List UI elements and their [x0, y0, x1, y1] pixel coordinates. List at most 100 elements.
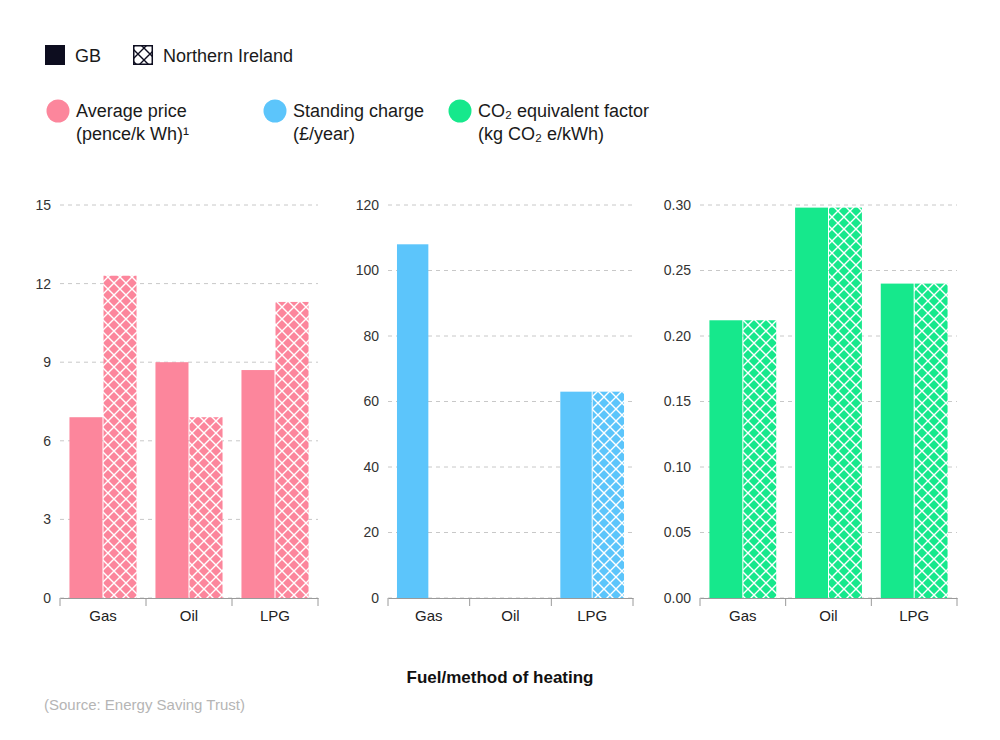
- y-tick-label: 15: [35, 197, 51, 213]
- legend-swatch: [46, 46, 65, 65]
- grid: [60, 205, 318, 598]
- grid-line: [388, 205, 633, 206]
- x-tick-label: Oil: [819, 607, 837, 624]
- x-tick: LPG: [577, 598, 607, 624]
- legend-label: Northern Ireland: [163, 46, 293, 66]
- x-tick: Oil: [180, 598, 198, 624]
- legend-swatch: [134, 46, 153, 65]
- y-tick: 12: [35, 276, 60, 292]
- bars: [397, 244, 624, 598]
- bar: [155, 362, 188, 598]
- y-tick-label: 12: [35, 276, 51, 292]
- bars: [69, 276, 308, 598]
- bar: [397, 244, 428, 598]
- x-separator: [551, 598, 552, 606]
- y-tick-label: 80: [363, 328, 379, 344]
- x-separator: [232, 598, 233, 606]
- y-tick-label: 0.20: [664, 328, 691, 344]
- x-separator: [957, 598, 958, 606]
- x-tick-label: Gas: [89, 607, 117, 624]
- x-tick: Gas: [89, 598, 117, 624]
- x-axis: Gas Oil LPG: [388, 598, 634, 624]
- x-separator: [633, 598, 634, 606]
- bar: [795, 208, 828, 598]
- y-tick: 0.15: [664, 393, 700, 409]
- y-tick-label: 0.15: [664, 393, 691, 409]
- x-tick: Oil: [501, 598, 519, 624]
- y-tick-label: 100: [356, 262, 380, 278]
- x-tick: Oil: [819, 598, 837, 624]
- x-separator: [785, 598, 786, 606]
- legend: GB Northern Ireland: [46, 46, 293, 66]
- grid-line: [60, 283, 318, 284]
- chart-title: CO₂ equivalent factor(kg CO₂ e/kWh): [449, 100, 650, 145]
- plot: 03691215GasOilLPG: [35, 197, 318, 624]
- x-separator: [60, 598, 61, 606]
- x-tick-label: Oil: [501, 607, 519, 624]
- y-tick-label: 0: [43, 590, 51, 606]
- bar: [709, 320, 742, 598]
- y-tick: 40: [363, 459, 388, 475]
- bar: [743, 320, 776, 598]
- x-separator: [388, 598, 389, 606]
- plot: 0 20 40 60 80 100 120 Gas Oil LPG: [356, 197, 634, 624]
- y-axis-line: [388, 206, 389, 599]
- bar: [829, 208, 862, 598]
- y-tick: 3: [43, 511, 60, 527]
- y-tick-label: 0.10: [664, 459, 691, 475]
- y-tick: 120: [356, 197, 388, 213]
- grid-line: [700, 205, 957, 206]
- y-tick-label: 40: [363, 459, 379, 475]
- x-tick: LPG: [260, 598, 290, 624]
- chart-figure: GB Northern Ireland Average price(pence/k …: [0, 0, 1000, 740]
- series: [593, 392, 624, 598]
- x-tick-label: LPG: [260, 607, 290, 624]
- y-tick: 20: [363, 524, 388, 540]
- chart-title: Average price(pence/k Wh)¹: [47, 100, 190, 145]
- x-axis-title: Fuel/method of heating: [407, 668, 594, 687]
- y-tick-label: 120: [356, 197, 380, 213]
- legend-label: GB: [75, 46, 101, 66]
- x-tick-label: LPG: [899, 607, 929, 624]
- y-tick-label: 0.05: [664, 524, 691, 540]
- x-separator: [146, 598, 147, 606]
- title-text: CO₂ equivalent factor(kg CO₂ e/kWh): [478, 101, 649, 144]
- x-axis-line: [389, 598, 634, 599]
- y-tick: 0: [371, 590, 388, 606]
- x-axis: Gas Oil LPG: [60, 598, 319, 624]
- series: [709, 208, 913, 598]
- bar: [190, 417, 223, 598]
- x-axis-line: [61, 598, 319, 599]
- y-tick: 15: [35, 197, 60, 213]
- y-tick-label: 9: [43, 354, 51, 370]
- grid-line: [700, 270, 957, 271]
- y-tick: 0.25: [664, 262, 700, 278]
- y-tick: 0.10: [664, 459, 700, 475]
- title-line: (£/year): [293, 124, 355, 144]
- x-tick: LPG: [899, 598, 929, 624]
- y-tick: 80: [363, 328, 388, 344]
- x-axis-line: [701, 598, 958, 599]
- title-dot: [47, 100, 70, 123]
- bars: [709, 208, 947, 598]
- x-tick-label: Gas: [729, 607, 757, 624]
- y-tick-label: 60: [363, 393, 379, 409]
- y-tick: 9: [43, 354, 60, 370]
- y-tick: 0.20: [664, 328, 700, 344]
- bar: [69, 417, 102, 598]
- title-line: Average price: [76, 101, 187, 121]
- y-tick: 0.00: [664, 590, 700, 606]
- x-tick-label: Gas: [415, 607, 443, 624]
- bar: [593, 392, 624, 598]
- y-tick: 0: [43, 590, 60, 606]
- bar: [104, 276, 137, 598]
- title-dot: [264, 100, 287, 123]
- x-separator: [469, 598, 470, 606]
- y-tick-label: 0.30: [664, 197, 691, 213]
- grid: [700, 205, 957, 598]
- y-tick-label: 20: [363, 524, 379, 540]
- x-tick: Gas: [415, 598, 443, 624]
- legend-item: GB: [46, 46, 101, 66]
- series: [104, 276, 309, 598]
- series: [743, 208, 947, 598]
